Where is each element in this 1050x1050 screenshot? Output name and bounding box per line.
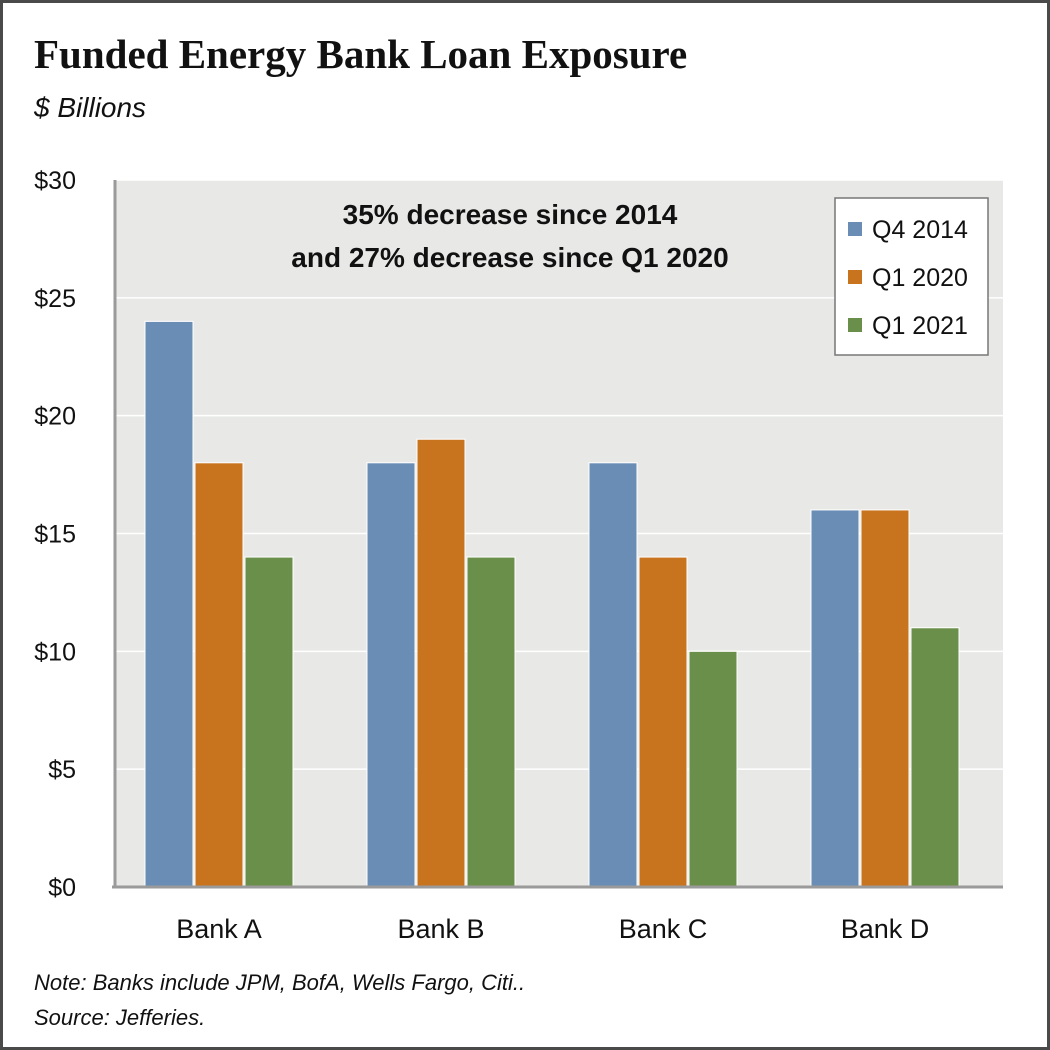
- legend-swatch: [848, 222, 862, 236]
- bar-q1-2020-bank-b: [416, 438, 466, 888]
- y-tick-label: $30: [34, 167, 76, 195]
- chart-annotation: 35% decrease since 2014: [343, 199, 678, 230]
- bar-q4-2014-bank-b: [366, 462, 416, 888]
- legend-label: Q4 2014: [872, 216, 968, 244]
- bar-q1-2021-bank-c: [688, 650, 738, 888]
- legend-swatch: [848, 318, 862, 332]
- bar-q1-2020-bank-a: [194, 462, 244, 888]
- bar-q1-2020-bank-c: [638, 556, 688, 888]
- y-tick-label: $20: [34, 403, 76, 431]
- bar-q1-2021-bank-b: [466, 556, 516, 888]
- bar-q4-2014-bank-d: [810, 509, 860, 888]
- bar-q1-2021-bank-a: [244, 556, 294, 888]
- legend-label: Q1 2021: [872, 312, 968, 340]
- chart-source: Source: Jefferies.: [34, 1005, 206, 1030]
- y-tick-label: $25: [34, 285, 76, 313]
- bar-q1-2021-bank-d: [910, 627, 960, 888]
- y-tick-label: $15: [34, 521, 76, 549]
- legend-label: Q1 2020: [872, 264, 968, 292]
- y-tick-label: $0: [48, 874, 76, 902]
- y-tick-label: $10: [34, 638, 76, 666]
- x-tick-label: Bank D: [841, 914, 930, 944]
- x-tick-label: Bank A: [176, 914, 262, 944]
- chart-title: Funded Energy Bank Loan Exposure: [34, 31, 688, 77]
- chart-note: Note: Banks include JPM, BofA, Wells Far…: [34, 970, 526, 995]
- x-tick-label: Bank C: [619, 914, 708, 944]
- x-tick-label: Bank B: [397, 914, 484, 944]
- bar-q4-2014-bank-a: [144, 320, 194, 888]
- chart-subtitle: $ Billions: [34, 92, 147, 123]
- legend-swatch: [848, 270, 862, 284]
- chart-annotation: and 27% decrease since Q1 2020: [291, 242, 728, 273]
- bar-q4-2014-bank-c: [588, 462, 638, 888]
- bar-q1-2020-bank-d: [860, 509, 910, 888]
- y-tick-label: $5: [48, 756, 76, 784]
